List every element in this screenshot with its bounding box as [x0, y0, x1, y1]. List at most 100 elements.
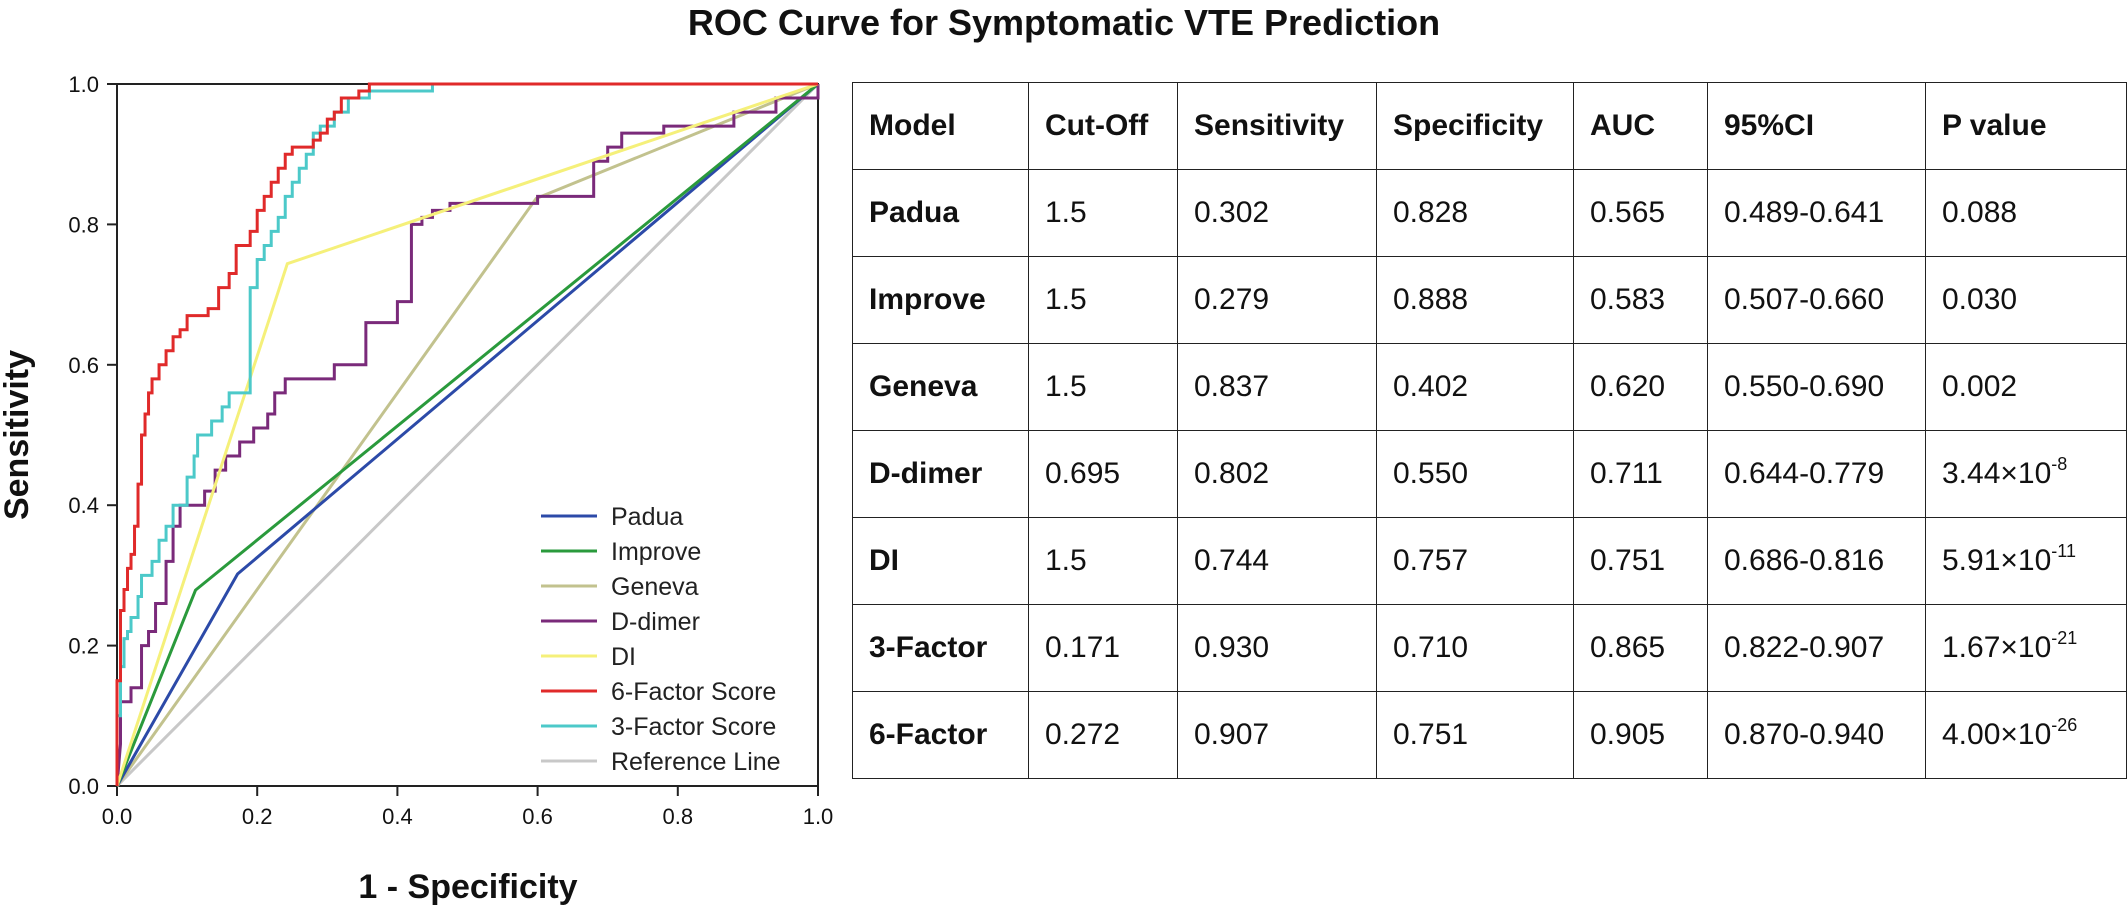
column-header: 95%CI	[1707, 82, 1926, 170]
x-axis-title: 1 - Specificity	[358, 868, 577, 906]
model-cell: DI	[852, 517, 1029, 605]
p-value-cell: 0.002	[1925, 343, 2127, 431]
p-value-cell: 0.088	[1925, 169, 2127, 257]
table-row: D-dimer 0.695 0.802 0.550 0.711 0.644-0.779 3.…	[852, 430, 2127, 518]
cutoff-cell: 1.5	[1028, 517, 1178, 605]
sensitivity-cell: 0.837	[1177, 343, 1377, 431]
model-cell: Padua	[852, 169, 1029, 257]
p-value-cell: 1.67×10-21	[1925, 604, 2127, 692]
p-value-exponent: -26	[2051, 715, 2078, 735]
y-tick-label: 1.0	[68, 72, 99, 97]
legend-label-geneva: Geneva	[611, 573, 699, 601]
auc-cell: 0.583	[1573, 256, 1708, 344]
ci-cell: 0.822-0.907	[1707, 604, 1926, 692]
sensitivity-cell: 0.302	[1177, 169, 1377, 257]
sensitivity-cell: 0.907	[1177, 691, 1377, 779]
series-lines	[115, 82, 820, 788]
model-cell: Geneva	[852, 343, 1029, 431]
cutoff-cell: 0.695	[1028, 430, 1178, 518]
cutoff-cell: 0.272	[1028, 691, 1178, 779]
ci-cell: 0.686-0.816	[1707, 517, 1926, 605]
ci-cell: 0.644-0.779	[1707, 430, 1926, 518]
model-cell: 6-Factor	[852, 691, 1029, 779]
ci-cell: 0.870-0.940	[1707, 691, 1926, 779]
sensitivity-cell: 0.930	[1177, 604, 1377, 692]
stats-table: Model Cut-Off Sensitivity Specificity AU…	[852, 82, 2127, 779]
series-line-padua	[115, 82, 819, 787]
p-value-exponent: -21	[2051, 628, 2078, 648]
series-line-improve	[115, 82, 819, 787]
ci-cell: 0.489-0.641	[1707, 169, 1926, 257]
legend-label-3-factor-score: 3-Factor Score	[611, 713, 776, 741]
table-row: Geneva 1.5 0.837 0.402 0.620 0.550-0.690 0.002	[852, 343, 2127, 431]
auc-cell: 0.865	[1573, 604, 1708, 692]
ci-cell: 0.507-0.660	[1707, 256, 1926, 344]
p-value-cell: 4.00×10-26	[1925, 691, 2127, 779]
auc-cell: 0.751	[1573, 517, 1708, 605]
y-tick-label: 0.2	[68, 634, 99, 659]
auc-cell: 0.565	[1573, 169, 1708, 257]
specificity-cell: 0.751	[1376, 691, 1574, 779]
model-cell: D-dimer	[852, 430, 1029, 518]
table-row: DI 1.5 0.744 0.757 0.751 0.686-0.816 5.91×10-1…	[852, 517, 2127, 605]
x-tick-label: 0.0	[102, 804, 133, 829]
legend-label-improve: Improve	[611, 538, 701, 566]
model-cell: 3-Factor	[852, 604, 1029, 692]
legend-label-d-dimer: D-dimer	[611, 608, 700, 636]
model-cell: Improve	[852, 256, 1029, 344]
specificity-cell: 0.757	[1376, 517, 1574, 605]
p-value-exponent: -8	[2051, 454, 2068, 474]
table-row: Improve 1.5 0.279 0.888 0.583 0.507-0.660 0.03…	[852, 256, 2127, 344]
p-value-base: 0.002	[1942, 370, 2018, 403]
y-tick-label: 0.4	[68, 493, 99, 518]
auc-cell: 0.711	[1573, 430, 1708, 518]
table-row: Padua 1.5 0.302 0.828 0.565 0.489-0.641 0.088	[852, 169, 2127, 257]
y-tick-label: 0.0	[68, 774, 99, 799]
sensitivity-cell: 0.279	[1177, 256, 1377, 344]
p-value-base: 5.91×10	[1942, 544, 2052, 577]
p-value-cell: 5.91×10-11	[1925, 517, 2127, 605]
sensitivity-cell: 0.802	[1177, 430, 1377, 518]
column-header: AUC	[1573, 82, 1708, 170]
table-header-row: Model Cut-Off Sensitivity Specificity AU…	[852, 82, 2127, 170]
cutoff-cell: 1.5	[1028, 169, 1178, 257]
specificity-cell: 0.828	[1376, 169, 1574, 257]
chart-title: ROC Curve for Symptomatic VTE Prediction	[687, 2, 1441, 43]
cutoff-cell: 1.5	[1028, 343, 1178, 431]
p-value-base: 1.67×10	[1942, 631, 2052, 664]
legend-label-reference-line: Reference Line	[611, 748, 781, 776]
p-value-base: 0.088	[1942, 196, 2018, 229]
y-tick-label: 0.8	[68, 212, 99, 237]
ci-cell: 0.550-0.690	[1707, 343, 1926, 431]
table-row: 6-Factor 0.272 0.907 0.751 0.905 0.870-0.940 4…	[852, 691, 2127, 779]
specificity-cell: 0.550	[1376, 430, 1574, 518]
table-row: 3-Factor 0.171 0.930 0.710 0.865 0.822-0.907 1…	[852, 604, 2127, 692]
p-value-cell: 3.44×10-8	[1925, 430, 2127, 518]
series-line-di	[115, 82, 819, 787]
specificity-cell: 0.888	[1376, 256, 1574, 344]
legend-label-6-factor-score: 6-Factor Score	[611, 678, 776, 706]
auc-cell: 0.620	[1573, 343, 1708, 431]
legend-label-di: DI	[611, 643, 636, 671]
series-line-6-factor-score	[115, 82, 818, 786]
p-value-base: 0.030	[1942, 283, 2018, 316]
sensitivity-cell: 0.744	[1177, 517, 1377, 605]
x-tick-label: 0.4	[382, 804, 413, 829]
specificity-cell: 0.710	[1376, 604, 1574, 692]
p-value-cell: 0.030	[1925, 256, 2127, 344]
column-header: Sensitivity	[1177, 82, 1377, 170]
x-tick-label: 0.8	[663, 804, 694, 829]
y-axis-title: Sensitivity	[0, 350, 36, 520]
legend-label-padua: Padua	[611, 503, 683, 531]
roc-chart: 0.0 0.2 0.4 0.6 0.8 1.0 0.0 0.2 0.4 0.6 0.8 1.0 Pad…	[0, 72, 833, 906]
column-header: Model	[852, 82, 1029, 170]
column-header: Cut-Off	[1028, 82, 1178, 170]
axes: 0.0 0.2 0.4 0.6 0.8 1.0 0.0 0.2 0.4 0.6 0.8 1.0	[68, 72, 833, 829]
column-header: Specificity	[1376, 82, 1574, 170]
x-tick-label: 1.0	[803, 804, 834, 829]
y-tick-label: 0.6	[68, 353, 99, 378]
series-line-3-factor-score	[115, 82, 818, 786]
x-tick-label: 0.6	[522, 804, 553, 829]
column-header: P value	[1925, 82, 2127, 170]
cutoff-cell: 0.171	[1028, 604, 1178, 692]
